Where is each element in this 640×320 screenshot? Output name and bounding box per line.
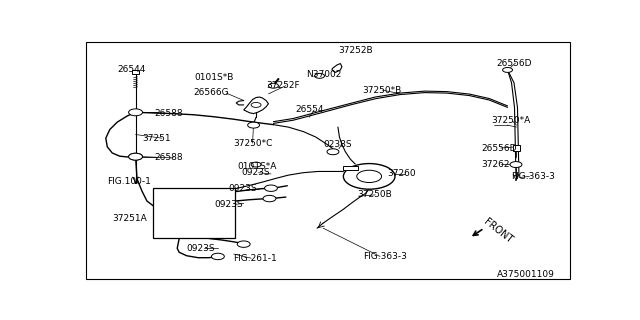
Text: 37250B: 37250B <box>358 190 392 199</box>
Text: 0923S: 0923S <box>241 168 270 177</box>
Circle shape <box>211 253 225 260</box>
Text: 26556D: 26556D <box>482 144 517 153</box>
Circle shape <box>356 170 381 182</box>
Text: FIG.100-1: FIG.100-1 <box>108 177 151 186</box>
Text: 26588: 26588 <box>154 109 183 118</box>
Text: 26588: 26588 <box>154 153 183 163</box>
Circle shape <box>251 102 261 108</box>
Text: A375001109: A375001109 <box>497 270 554 279</box>
Bar <box>132 70 139 74</box>
Bar <box>343 166 358 171</box>
Text: 37251A: 37251A <box>112 214 147 223</box>
Text: 37250*B: 37250*B <box>363 86 402 95</box>
Text: N37002: N37002 <box>306 70 341 79</box>
Circle shape <box>129 109 143 116</box>
Circle shape <box>251 162 261 167</box>
Text: 26544: 26544 <box>117 65 145 74</box>
Circle shape <box>264 185 277 191</box>
Circle shape <box>129 153 143 160</box>
Text: 0101S*B: 0101S*B <box>194 73 234 82</box>
Polygon shape <box>244 97 269 114</box>
Bar <box>513 145 520 150</box>
Text: 26556D: 26556D <box>497 59 532 68</box>
Circle shape <box>237 241 250 247</box>
Text: 26554: 26554 <box>296 105 324 114</box>
Text: 37250*A: 37250*A <box>492 116 531 125</box>
Text: 37262: 37262 <box>482 160 510 169</box>
Text: 37252B: 37252B <box>338 46 372 55</box>
Circle shape <box>502 68 513 72</box>
Text: 0923S: 0923S <box>187 244 215 253</box>
Text: FIG.261-1: FIG.261-1 <box>233 254 276 263</box>
Bar <box>154 188 236 238</box>
Text: 37252F: 37252F <box>266 81 300 90</box>
Circle shape <box>315 73 324 78</box>
Text: 37260: 37260 <box>388 169 416 179</box>
Circle shape <box>129 153 143 160</box>
Text: FIG.363-3: FIG.363-3 <box>363 252 406 261</box>
Circle shape <box>510 162 522 167</box>
Text: 0923S: 0923S <box>214 200 243 209</box>
Text: 37251: 37251 <box>142 134 171 143</box>
Text: 26566G: 26566G <box>193 88 228 97</box>
Text: 37250*C: 37250*C <box>234 139 273 148</box>
Text: FRONT: FRONT <box>482 216 514 245</box>
Circle shape <box>263 195 276 202</box>
Polygon shape <box>332 64 342 72</box>
Text: 0238S: 0238S <box>323 140 351 149</box>
Text: 0101S*A: 0101S*A <box>237 162 277 171</box>
Circle shape <box>327 149 339 155</box>
Text: FIG.363-3: FIG.363-3 <box>511 172 556 181</box>
Circle shape <box>269 83 278 88</box>
Circle shape <box>248 122 260 128</box>
Circle shape <box>344 164 395 189</box>
Text: 0923S: 0923S <box>229 184 257 193</box>
